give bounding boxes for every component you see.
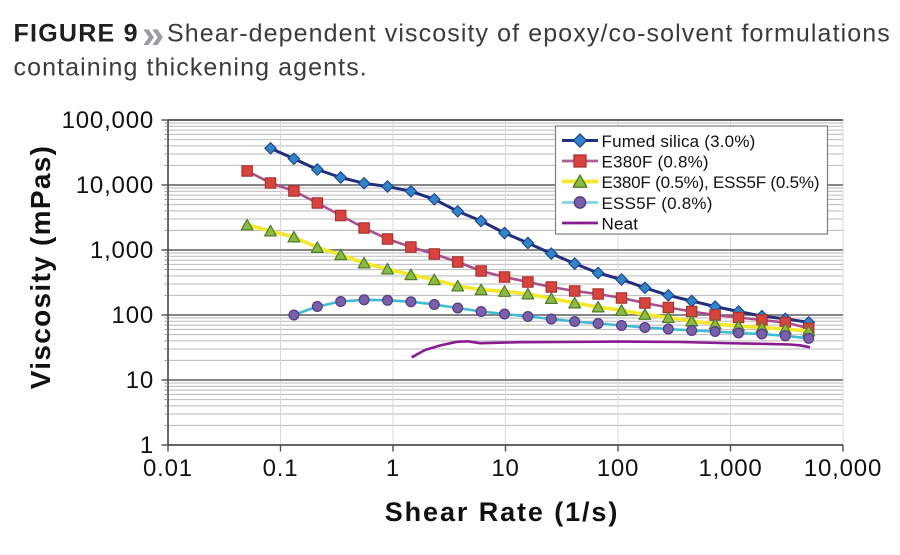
svg-text:0.01: 0.01 [143,455,193,482]
svg-text:Viscosity (mPas): Viscosity (mPas) [25,145,56,389]
svg-text:FIGURE 9: FIGURE 9 [14,20,139,48]
svg-text:ESS5F (0.8%): ESS5F (0.8%) [602,194,713,213]
svg-text:10: 10 [126,367,154,394]
svg-text:E380F (0.5%), ESS5F (0.5%): E380F (0.5%), ESS5F (0.5%) [602,173,820,192]
svg-text:10: 10 [491,455,519,482]
svg-text:1,000: 1,000 [698,455,762,482]
svg-text:Shear-dependent viscosity of e: Shear-dependent viscosity of epoxy/co-so… [167,20,891,48]
svg-text:Fumed silica (3.0%): Fumed silica (3.0%) [602,132,756,151]
svg-text:E380F (0.8%): E380F (0.8%) [602,153,709,172]
svg-text:1,000: 1,000 [90,237,154,264]
svg-text:»: » [142,13,164,57]
svg-text:0.1: 0.1 [263,455,299,482]
svg-text:Shear Rate (1/s): Shear Rate (1/s) [385,497,619,527]
svg-text:1: 1 [140,432,154,459]
svg-text:10,000: 10,000 [804,455,882,482]
svg-text:Neat: Neat [602,215,639,234]
svg-text:100: 100 [112,302,154,329]
svg-text:10,000: 10,000 [76,172,154,199]
svg-text:containing thickening agents.: containing thickening agents. [14,54,368,82]
svg-text:1: 1 [386,455,400,482]
svg-text:100: 100 [597,455,639,482]
svg-text:100,000: 100,000 [62,107,154,134]
